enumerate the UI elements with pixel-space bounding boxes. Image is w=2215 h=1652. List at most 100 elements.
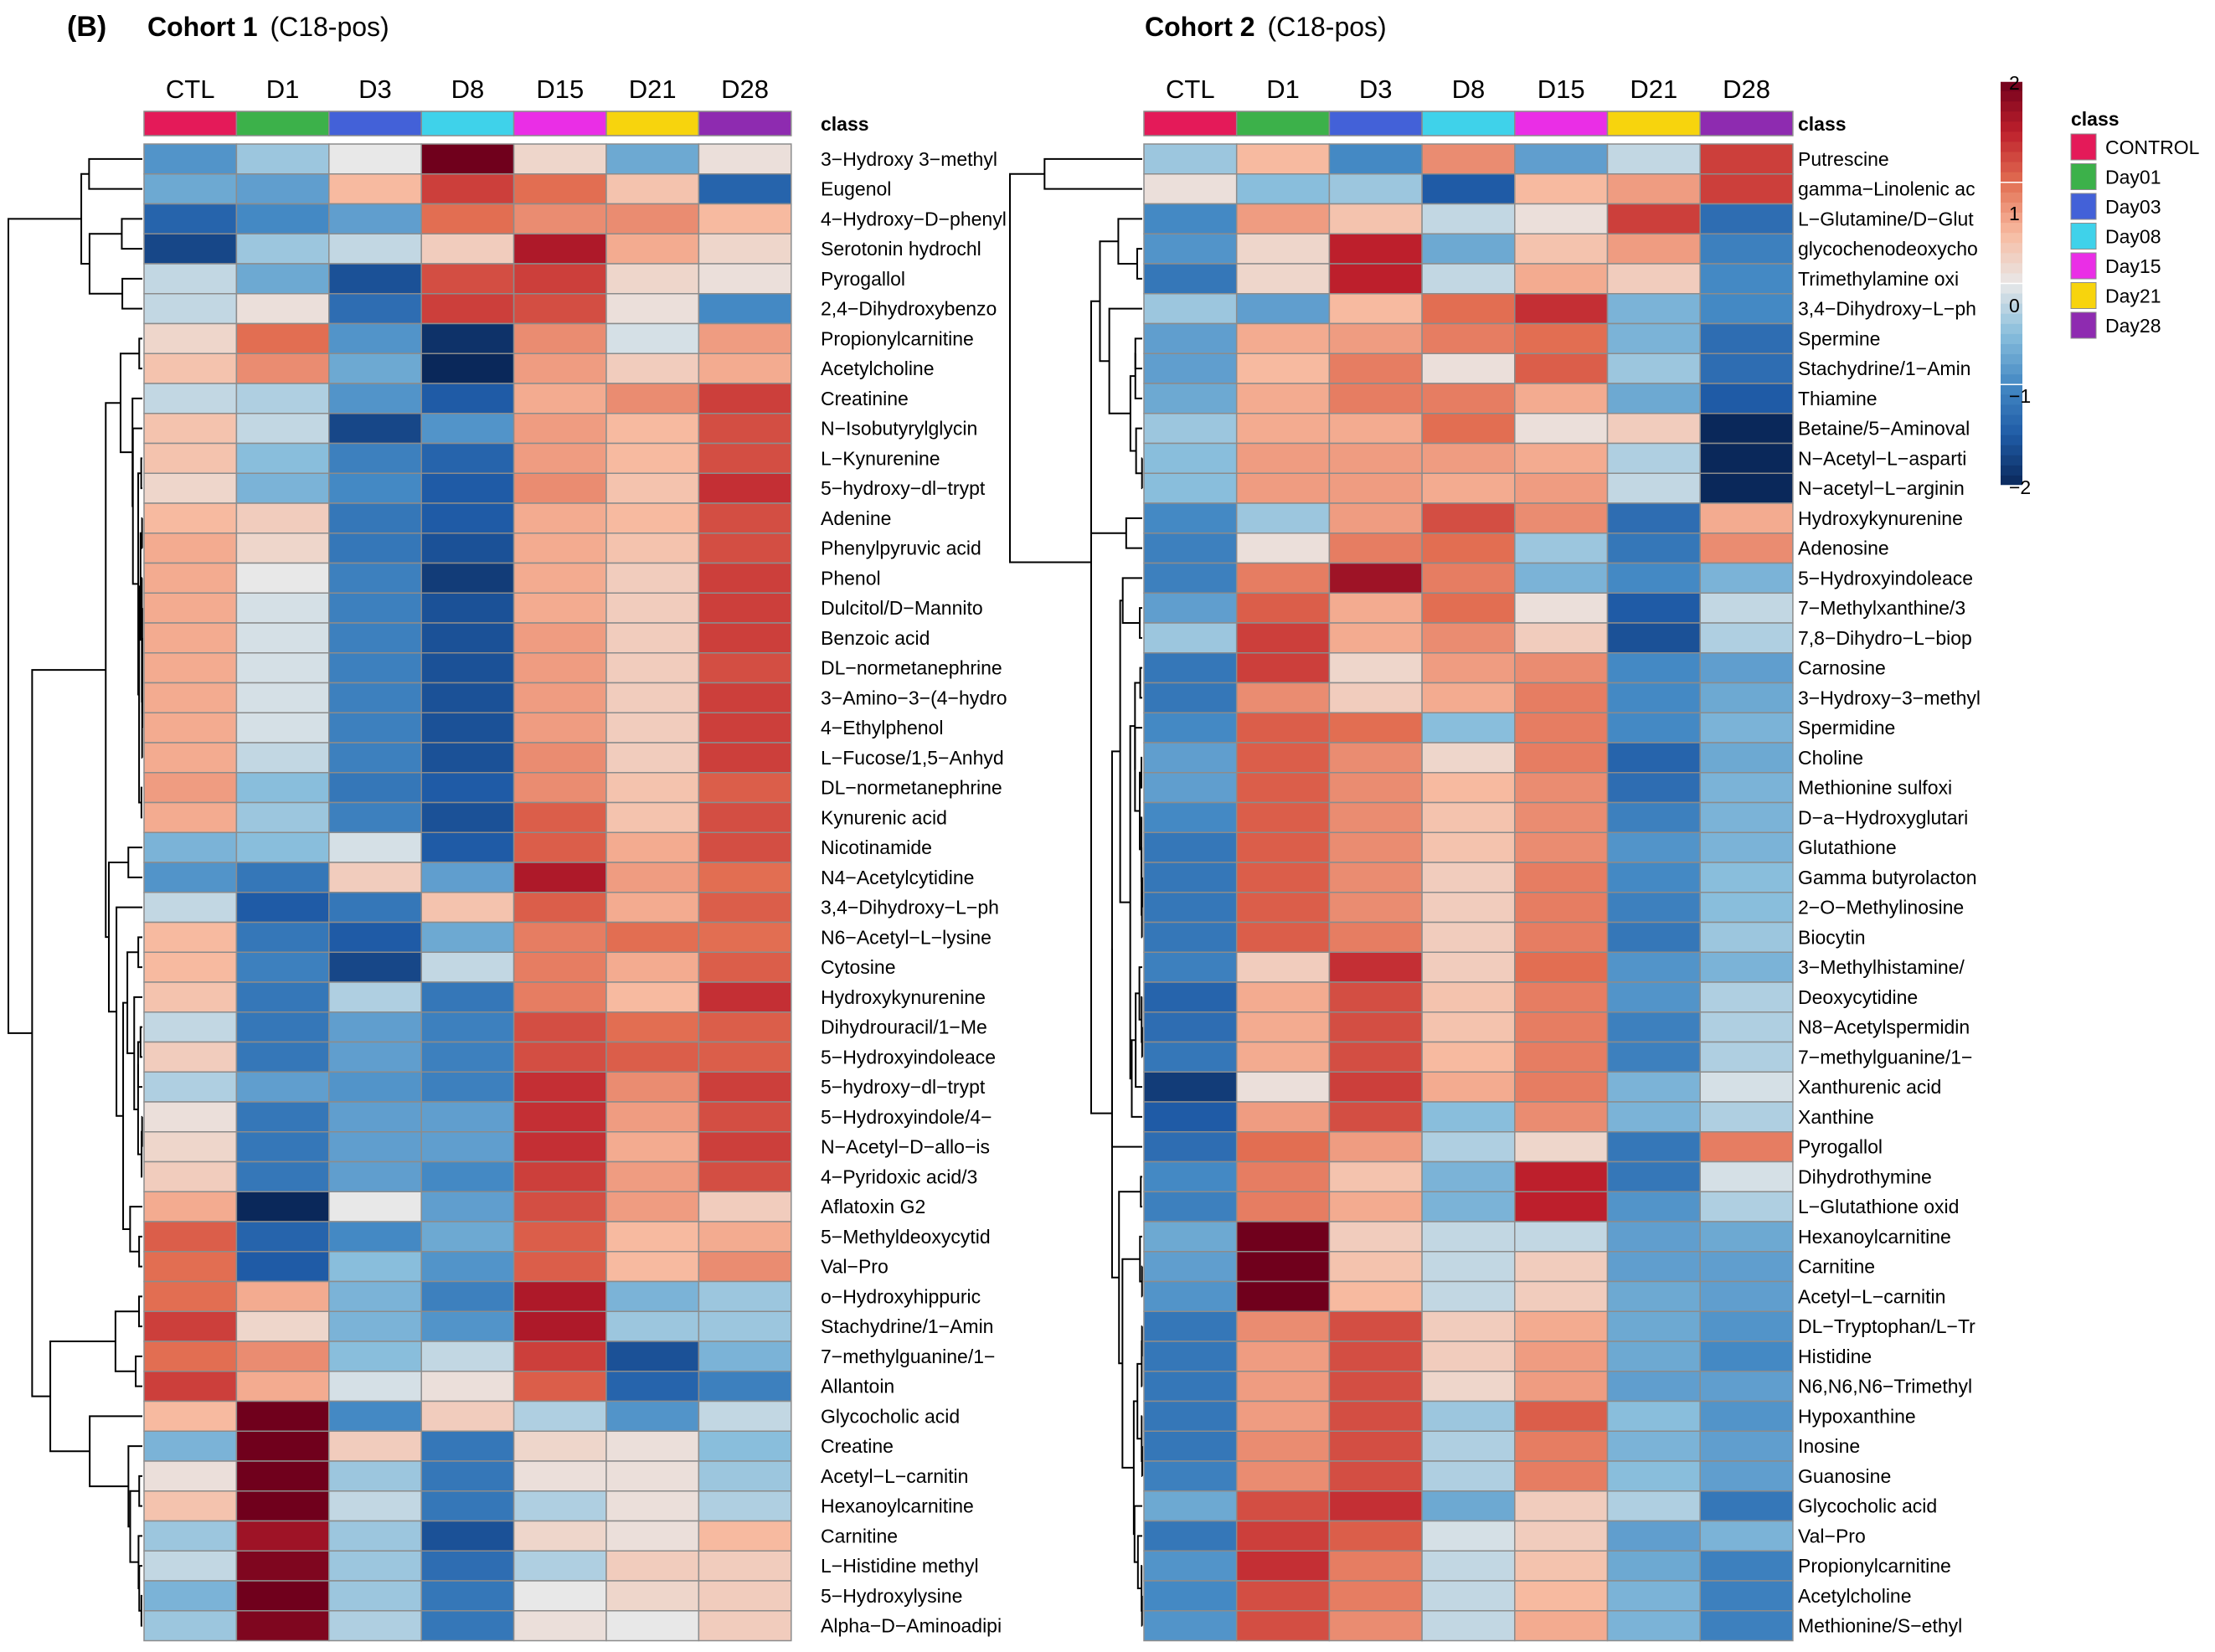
colorbar-swatch	[2001, 414, 2022, 426]
dendrogram-link	[133, 996, 142, 1110]
legend-swatch-day21	[2070, 282, 2097, 309]
heatmap-cell	[235, 173, 330, 205]
heatmap-cell	[1328, 622, 1423, 654]
class-bar-d28	[698, 111, 792, 136]
heatmap-cell	[328, 1310, 422, 1342]
heatmap-cell	[420, 413, 515, 445]
row-label: Aflatoxin G2	[821, 1196, 925, 1217]
row-label: 5−Hydroxyindole/4−	[821, 1106, 992, 1128]
heatmap-cell	[1699, 981, 1794, 1013]
dendrogram-link	[80, 172, 90, 265]
row-label: Biocytin	[1798, 926, 1866, 948]
heatmap-cell	[605, 712, 700, 744]
dendrogram-link	[138, 1235, 142, 1268]
heatmap-cell	[605, 742, 700, 774]
dendrogram-link	[1089, 300, 1100, 825]
heatmap-cell	[1421, 772, 1516, 804]
class-bar-d8	[420, 111, 515, 136]
heatmap-cell	[1328, 1251, 1423, 1283]
heatmap-cell	[420, 1310, 515, 1342]
heatmap-cell	[235, 1221, 330, 1253]
heatmap-cell	[513, 472, 607, 504]
heatmap-cell	[1514, 1041, 1609, 1073]
heatmap-cell	[1421, 413, 1516, 445]
heatmap-cell	[1699, 1011, 1794, 1043]
heatmap-cell	[1235, 742, 1331, 774]
heatmap-cell	[328, 322, 422, 354]
heatmap-cell	[143, 322, 238, 354]
heatmap-cell	[1514, 322, 1609, 354]
dendrogram-link	[1118, 1191, 1141, 1365]
heatmap-cell	[235, 592, 330, 624]
heatmap-cell	[698, 1490, 792, 1522]
heatmap-cell	[1699, 951, 1794, 983]
row-label: 3−Amino−3−(4−hydro	[821, 687, 1007, 708]
heatmap-cell	[1421, 1161, 1516, 1192]
heatmap-cell	[698, 1101, 792, 1133]
heatmap-cell	[420, 173, 515, 205]
heatmap-cell	[1514, 921, 1609, 953]
heatmap-cell	[1699, 1191, 1794, 1222]
heatmap-cell	[1143, 203, 1238, 234]
colorbar-swatch	[2001, 435, 2022, 446]
heatmap-cell	[1514, 1490, 1609, 1522]
heatmap-cell	[605, 1460, 700, 1492]
heatmap-cell	[143, 1101, 238, 1133]
colorbar-swatch	[2001, 243, 2022, 254]
heatmap-cell	[328, 383, 422, 414]
heatmap-cell	[513, 1400, 607, 1432]
heatmap-cell	[420, 712, 515, 744]
heatmap-cell	[1143, 1430, 1238, 1462]
heatmap-cell	[420, 1400, 515, 1432]
heatmap-cell	[1514, 1371, 1609, 1402]
heatmap-cell	[698, 502, 792, 534]
heatmap-cell	[1606, 1221, 1701, 1253]
heatmap-cell	[605, 203, 700, 234]
row-label: N4−Acetylcytidine	[821, 867, 974, 888]
heatmap-cell	[1699, 862, 1794, 893]
heatmap-cell	[143, 1280, 238, 1312]
legend-swatch-day01	[2070, 163, 2097, 190]
heatmap-cell	[420, 353, 515, 384]
row-label: Allantoin	[821, 1376, 894, 1397]
heatmap-cell	[420, 682, 515, 713]
heatmap-cell	[1328, 293, 1423, 325]
heatmap-cell	[235, 413, 330, 445]
heatmap-cell	[420, 742, 515, 774]
class-bar-d21	[605, 111, 700, 136]
heatmap-cell	[328, 742, 422, 774]
heatmap-cell	[1328, 1101, 1423, 1133]
heatmap-cell	[605, 383, 700, 414]
heatmap-cell	[1699, 652, 1794, 684]
row-label: 7−methylguanine/1−	[1798, 1046, 1972, 1068]
heatmap-cell	[1235, 502, 1331, 534]
heatmap-cell	[513, 831, 607, 863]
colorbar-swatch	[2001, 425, 2022, 436]
heatmap-cell	[1328, 801, 1423, 833]
heatmap-cell	[605, 981, 700, 1013]
heatmap-cell	[1606, 1101, 1701, 1133]
heatmap-cell	[1328, 1400, 1423, 1432]
heatmap-cell	[420, 233, 515, 265]
heatmap-cell	[328, 1341, 422, 1372]
legend-swatch-day15	[2070, 252, 2097, 280]
heatmap-cell	[513, 1191, 607, 1222]
heatmap-cell	[420, 981, 515, 1013]
heatmap-cell	[698, 801, 792, 833]
row-label: Nicotinamide	[821, 836, 932, 858]
heatmap-cell	[420, 652, 515, 684]
heatmap-cell	[328, 1101, 422, 1133]
heatmap-cell	[1699, 892, 1794, 924]
heatmap-cell	[605, 263, 700, 295]
heatmap-cell	[420, 862, 515, 893]
heatmap-cell	[1235, 921, 1331, 953]
heatmap-cell	[328, 293, 422, 325]
heatmap-cell	[235, 1550, 330, 1582]
row-label: Dihydrouracil/1−Me	[821, 1016, 987, 1038]
heatmap-cell	[1699, 921, 1794, 953]
heatmap-cell	[1143, 682, 1238, 713]
heatmap-cell	[1421, 562, 1516, 594]
heatmap-cell	[1328, 981, 1423, 1013]
heatmap-cell	[1421, 951, 1516, 983]
heatmap-cell	[235, 1280, 330, 1312]
